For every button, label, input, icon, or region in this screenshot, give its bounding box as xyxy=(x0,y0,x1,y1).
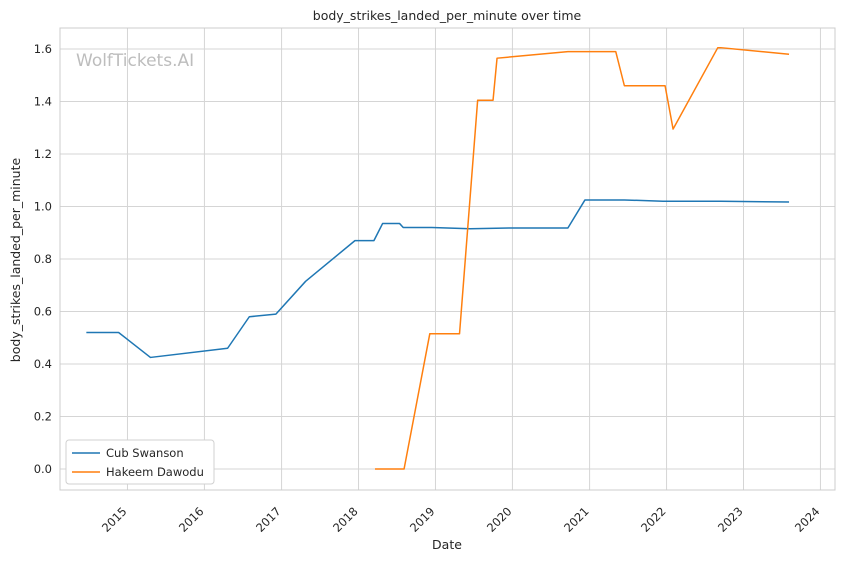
x-gridlines xyxy=(126,28,821,490)
y-tick-label: 0.4 xyxy=(34,357,52,371)
y-tick-label: 1.2 xyxy=(34,147,52,161)
series-layer xyxy=(86,46,790,470)
legend-box xyxy=(65,439,215,485)
y-tick-label: 1.4 xyxy=(34,95,52,109)
legend: Cub Swanson Hakeem Dawodu xyxy=(65,439,215,485)
legend-label-hakeem-dawodu: Hakeem Dawodu xyxy=(106,465,204,479)
watermark: WolfTickets.AI xyxy=(76,51,194,71)
y-tick-label: 0.8 xyxy=(34,252,52,266)
y-gridlines xyxy=(60,48,835,470)
x-axis-title: Date xyxy=(432,537,462,552)
y-axis-title: body_strikes_landed_per_minute xyxy=(8,157,23,362)
y-tick-labels: 0.0 0.2 0.4 0.6 0.8 1.0 1.2 1.4 1.6 xyxy=(34,42,52,476)
legend-label-cub-swanson: Cub Swanson xyxy=(106,446,184,460)
y-tick-label: 1.6 xyxy=(34,42,52,56)
series-line-hakeem-dawodu xyxy=(374,46,790,470)
plot-frame xyxy=(59,27,836,491)
series-line-cub-swanson xyxy=(86,199,790,359)
chart-title: body_strikes_landed_per_minute over time xyxy=(313,8,582,23)
y-tick-label: 0.2 xyxy=(34,410,52,424)
y-tick-label: 0.0 xyxy=(34,462,52,476)
y-tick-label: 0.6 xyxy=(34,305,52,319)
y-tick-label: 1.0 xyxy=(34,200,52,214)
